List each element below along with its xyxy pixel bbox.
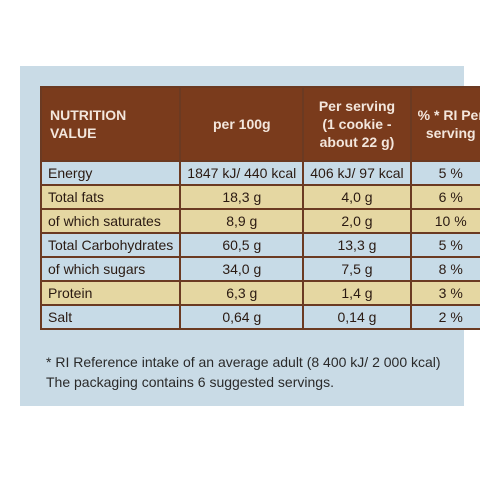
row-label: of which saturates (39, 208, 182, 234)
table-row: Energy 1847 kJ/ 440 kcal 406 kJ/ 97 kcal 5 … (39, 160, 480, 186)
header-per-100g: per 100g (179, 86, 305, 162)
row-per-100g: 34,0 g (179, 256, 305, 282)
row-label: Protein (39, 280, 182, 306)
row-per-100g: 1847 kJ/ 440 kcal (179, 160, 305, 186)
row-label: Salt (39, 304, 182, 330)
row-ri-percent: 5 % (409, 160, 480, 186)
row-per-100g: 18,3 g (179, 184, 305, 210)
header-ri-line2: serving (425, 125, 476, 141)
row-per-serving: 4,0 g (302, 184, 412, 210)
row-per-100g: 8,9 g (179, 208, 305, 234)
row-per-serving: 13,3 g (302, 232, 412, 258)
row-ri-percent: 10 % (409, 208, 480, 234)
header-nutrition-value: NUTRITION VALUE (39, 86, 182, 162)
header-ri-percent: % * RI Per serving (409, 86, 480, 162)
header-per-serving: Per serving (1 cookie - about 22 g) (302, 86, 412, 162)
header-nutrition-value-line2: VALUE (50, 125, 97, 141)
row-label: Total Carbohydrates (39, 232, 182, 258)
row-per-100g: 6,3 g (179, 280, 305, 306)
header-per-serving-line2: (1 cookie - (322, 116, 392, 132)
header-per-serving-line1: Per serving (318, 98, 396, 114)
row-ri-percent: 6 % (409, 184, 480, 210)
header-per-serving-line3: about 22 g) (319, 134, 395, 150)
header-ri-line1: % * RI Per (417, 107, 480, 123)
table-row: of which saturates 8,9 g 2,0 g 10 % (39, 208, 480, 234)
row-per-serving: 7,5 g (302, 256, 412, 282)
footnote: * RI Reference intake of an average adul… (46, 352, 446, 392)
row-per-serving: 0,14 g (302, 304, 412, 330)
row-label: of which sugars (39, 256, 182, 282)
row-ri-percent: 8 % (409, 256, 480, 282)
row-per-serving: 406 kJ/ 97 kcal (302, 160, 412, 186)
row-ri-percent: 5 % (409, 232, 480, 258)
nutrition-table: NUTRITION VALUE per 100g Per serving (1 … (39, 86, 480, 330)
footnote-ri: * RI Reference intake of an average adul… (46, 354, 441, 370)
footnote-servings: The packaging contains 6 suggested servi… (46, 374, 334, 390)
header-nutrition-value-line1: NUTRITION (50, 107, 127, 123)
row-ri-percent: 3 % (409, 280, 480, 306)
row-per-100g: 60,5 g (179, 232, 305, 258)
row-per-100g: 0,64 g (179, 304, 305, 330)
row-label: Total fats (39, 184, 182, 210)
row-label: Energy (39, 160, 182, 186)
row-per-serving: 1,4 g (302, 280, 412, 306)
table-header-row: NUTRITION VALUE per 100g Per serving (1 … (39, 86, 480, 162)
row-ri-percent: 2 % (409, 304, 480, 330)
row-per-serving: 2,0 g (302, 208, 412, 234)
